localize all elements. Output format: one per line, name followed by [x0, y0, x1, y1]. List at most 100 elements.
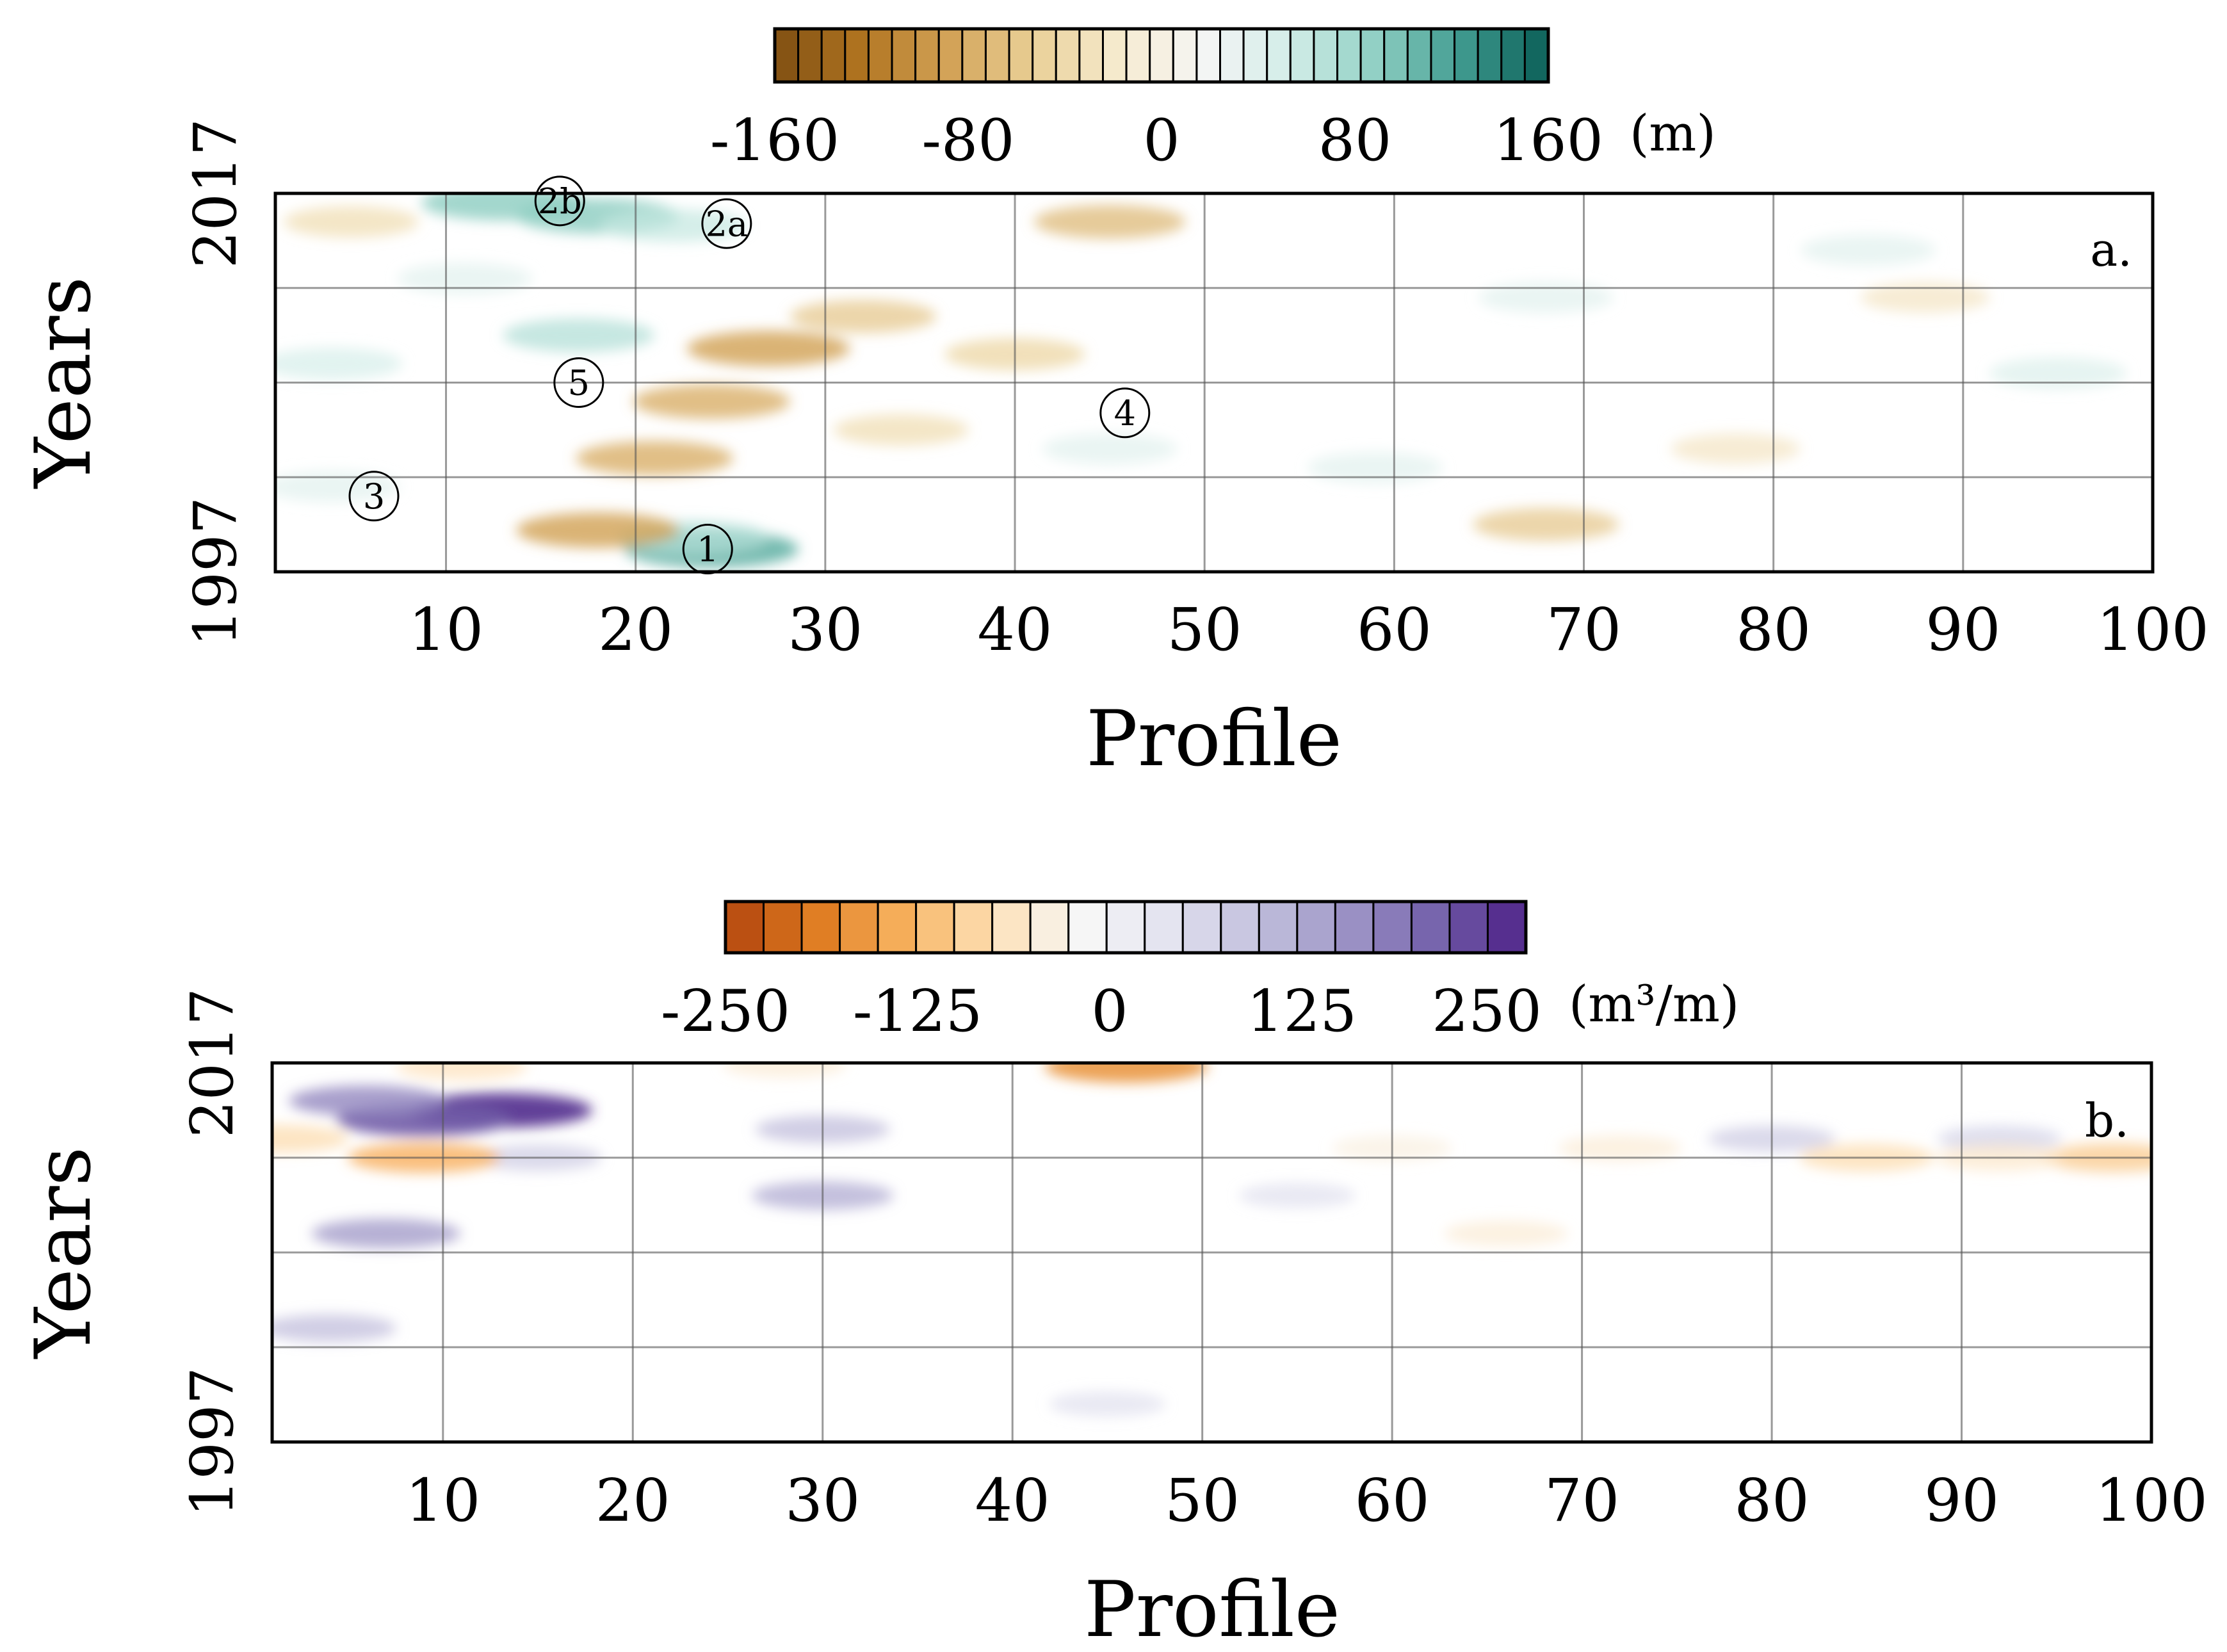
colorbar-bin [1383, 28, 1409, 83]
heatmap-cell [1042, 433, 1178, 465]
colorbar-bin [1195, 28, 1222, 83]
colorbar-b-unit: (m³/m) [1569, 976, 1739, 1033]
colorbar-bin [1430, 28, 1456, 83]
colorbar-bin [1242, 28, 1268, 83]
colorbar-bin [1067, 900, 1108, 954]
marker-4: 4 [1099, 387, 1151, 439]
colorbar-bin [1336, 28, 1362, 83]
colorbar-bin [839, 900, 879, 954]
colorbar-a [773, 27, 1550, 84]
heatmap-cell [1558, 1135, 1682, 1162]
heatmap-cell [397, 263, 533, 295]
colorbar-bin [891, 28, 917, 83]
marker-2b: 2b [534, 175, 585, 227]
marker-circle [1099, 387, 1151, 439]
marker-5: 5 [553, 357, 604, 408]
x-tick-label: 20 [595, 1466, 670, 1535]
colorbar-bin [1055, 28, 1081, 83]
colorbar-bin [1078, 28, 1104, 83]
heatmap-cell [272, 1314, 397, 1342]
heatmap-cell [633, 384, 791, 419]
colorbar-bin [1101, 28, 1128, 83]
heatmap-cell [283, 206, 419, 238]
colorbar-frame [773, 27, 1550, 84]
x-tick-label: 10 [409, 595, 483, 664]
colorbar-bin [1313, 28, 1339, 83]
colorbar-bin [1410, 900, 1451, 954]
colorbar-bin [1219, 28, 1245, 83]
heatmap-cell [1478, 282, 1614, 314]
colorbar-bin [1266, 28, 1292, 83]
marker-circle [534, 175, 585, 227]
x-tick-label: 100 [2096, 595, 2209, 664]
plot-frame-b [270, 1061, 2153, 1444]
heatmap-cell [833, 414, 969, 446]
colorbar-a-tick: 80 [1318, 107, 1392, 174]
colorbar-b-ticks: -250 -125 0 125 250 (m³/m) [661, 976, 1739, 1045]
colorbar-a-tick: -80 [922, 107, 1015, 174]
marker-label: 2a [706, 204, 749, 244]
colorbar-a-ticks: -160 -80 0 80 160 (m) [710, 105, 1716, 174]
heatmap-cell [1049, 1391, 1166, 1417]
colorbar-bin [1258, 900, 1299, 954]
x-axis-title-b: Profile [1084, 1566, 1340, 1652]
heatmap-cell [503, 318, 655, 352]
x-tick-label: 60 [1355, 1466, 1430, 1535]
heatmap-a [275, 193, 2153, 572]
colorbar-bin [763, 900, 803, 954]
x-tick-label: 20 [598, 595, 673, 664]
heatmap-cell [1671, 433, 1801, 464]
marker-label: 2b [538, 181, 582, 222]
panel-label-b: b. [2085, 1094, 2129, 1147]
colorbar-b-tick: -250 [661, 978, 790, 1045]
colorbar-bin [820, 28, 846, 83]
marker-label: 5 [568, 363, 590, 403]
heatmap-cell [686, 330, 850, 366]
heatmap-cell [396, 1063, 528, 1081]
colorbar-bin [1477, 28, 1503, 83]
x-tick-label: 80 [1736, 595, 1811, 664]
x-tick-label: 80 [1735, 1466, 1810, 1535]
colorbar-a-tick: 0 [1143, 107, 1179, 174]
x-tick-label: 90 [1924, 1466, 1999, 1535]
heatmap-cell [1308, 451, 1443, 483]
colorbar-bin [961, 28, 987, 83]
x-tick-label: 40 [977, 595, 1052, 664]
colorbar-bin [773, 28, 800, 83]
colorbar-bin [724, 900, 765, 954]
panel-b: -250 -125 0 125 250 (m³/m) b. 10 20 30 40 50… [19, 900, 2208, 1652]
y-tick-b-2017: 2017 [178, 988, 247, 1138]
colorbar-bin [1032, 28, 1057, 83]
colorbar-bin [1125, 28, 1151, 83]
y-axis-title-b: Years [19, 1147, 108, 1359]
colorbar-bin [1448, 900, 1489, 954]
colorbar-bin [991, 900, 1032, 954]
colorbar-bin [1144, 900, 1184, 954]
colorbar-bin [1454, 28, 1479, 83]
heatmap-cell [272, 1124, 349, 1153]
colorbar-bin [1372, 900, 1413, 954]
colorbar-bin [1105, 900, 1146, 954]
colorbar-bin [1500, 28, 1526, 83]
x-axis-title-a: Profile [1086, 695, 1342, 784]
colorbar-a-tick: 160 [1493, 107, 1603, 174]
markers-a: 1 2a 2b 3 4 5 [348, 175, 1151, 575]
x-tick-label: 30 [788, 595, 862, 664]
colorbar-bin [1334, 900, 1375, 954]
colorbar-bin [915, 900, 955, 954]
colorbar-bin [800, 900, 841, 954]
colorbar-a-unit: (m) [1630, 105, 1716, 163]
colorbar-bin [1172, 28, 1198, 83]
marker-2a: 2a [701, 198, 752, 249]
heatmap-cell [275, 471, 400, 503]
x-tick-label: 10 [405, 1466, 480, 1535]
heatmap-cell [311, 1219, 461, 1249]
plot-frame-a [273, 191, 2155, 574]
y-axis-title-a: Years [19, 277, 108, 489]
colorbar-b [724, 900, 1528, 955]
panel-label-a: a. [2090, 223, 2132, 277]
heatmap-cell [1989, 357, 2127, 389]
heatmap-cell [1444, 1220, 1568, 1247]
x-tick-label: 50 [1167, 595, 1242, 664]
colorbar-bin [867, 28, 893, 83]
